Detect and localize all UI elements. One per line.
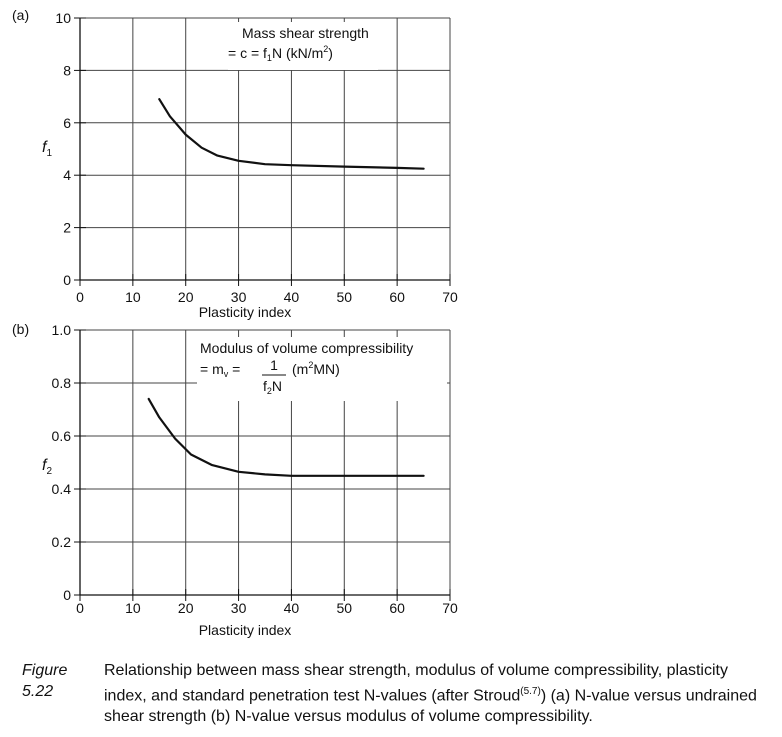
y-tick-label: 10 [55, 10, 71, 26]
y-tick-label: 0.4 [52, 481, 72, 497]
x-tick-label: 60 [389, 289, 405, 305]
y-axis-label: f2 [42, 457, 52, 477]
annotation-fraction-denominator: f2N [263, 378, 282, 396]
y-axis-label-subscript: 2 [46, 466, 52, 477]
x-tick-label: 10 [125, 600, 141, 616]
annotation-background [197, 337, 447, 401]
x-tick-label: 0 [76, 600, 84, 616]
annotation-formula-equals: = [228, 361, 240, 377]
y-tick-label: 6 [63, 115, 71, 131]
annotation-formula: = mv = [200, 361, 240, 379]
annotation-formula-mid: N (kN/m [272, 45, 323, 61]
annotation-unit-superscript: 2 [308, 360, 313, 370]
y-tick-label: 1.0 [52, 322, 72, 338]
x-tick-label: 70 [442, 289, 458, 305]
annotation-formula-subscript: v [224, 369, 229, 379]
x-tick-label: 30 [231, 600, 247, 616]
chart-panel-b: 0 10 20 30 40 50 60 70 0 0.2 0.4 0.6 0.8 1.0 (b) f2 Plas… [12, 321, 458, 638]
x-axis-label: Plasticity index [199, 304, 292, 320]
x-tick-label: 50 [336, 600, 352, 616]
y-axis-label-subscript: 1 [46, 148, 52, 159]
y-tick-label: 4 [63, 167, 71, 183]
annotation-fraction-denominator-subscript: 2 [267, 386, 272, 396]
y-tick-label: 8 [63, 62, 71, 78]
x-tick-label: 30 [231, 289, 247, 305]
x-tick-label: 60 [389, 600, 405, 616]
x-tick-label: 10 [125, 289, 141, 305]
y-axis-label: f1 [42, 139, 52, 159]
annotation-unit-suffix: MN) [313, 361, 339, 377]
annotation-title: Mass shear strength [242, 25, 369, 41]
panel-label: (b) [12, 321, 29, 337]
x-tick-label: 20 [178, 600, 194, 616]
annotation-background [228, 22, 378, 70]
annotation-formula-subscript: 1 [267, 53, 272, 63]
x-tick-label: 0 [76, 289, 84, 305]
caption-reference: (5.7) [520, 686, 541, 697]
y-tick-label: 2 [63, 220, 71, 236]
annotation-fraction-denominator-suffix: N [272, 378, 282, 394]
y-tick-label: 0.8 [52, 375, 72, 391]
y-tick-label: 0.6 [52, 428, 72, 444]
x-tick-label: 50 [336, 289, 352, 305]
panel-label: (a) [12, 7, 29, 23]
annotation-unit: (m2MN) [292, 360, 340, 377]
annotation-fraction-numerator: 1 [270, 357, 278, 373]
series-line [158, 98, 425, 170]
x-tick-label: 20 [178, 289, 194, 305]
x-tick-label: 40 [284, 600, 300, 616]
chart-panel-a: 0 10 20 30 40 50 60 70 0 2 4 6 8 10 (a) f1 Plasticity in… [12, 7, 458, 320]
y-tick-label: 0.2 [52, 534, 72, 550]
annotation-formula-suffix: ) [328, 45, 333, 61]
annotation-formula-superscript: 2 [323, 44, 328, 54]
caption-text-tail: ) (a) N-value versus undrained shear str… [104, 687, 757, 726]
x-axis-label: Plasticity index [199, 622, 292, 638]
y-tick-label: 0 [63, 272, 71, 288]
figure-caption-text: Relationship between mass shear strength… [104, 660, 774, 727]
caption-text-main: Relationship between mass shear strength… [104, 662, 728, 705]
series-line [147, 397, 425, 477]
x-tick-label: 40 [284, 289, 300, 305]
figure-caption: Figure 5.22 Relationship between mass sh… [22, 660, 774, 727]
y-tick-label: 0 [63, 587, 71, 603]
figure-label: Figure 5.22 [22, 662, 68, 700]
x-tick-label: 70 [442, 600, 458, 616]
annotation-title: Modulus of volume compressibility [200, 340, 413, 356]
annotation-formula: = c = f1N (kN/m2) [228, 44, 333, 63]
